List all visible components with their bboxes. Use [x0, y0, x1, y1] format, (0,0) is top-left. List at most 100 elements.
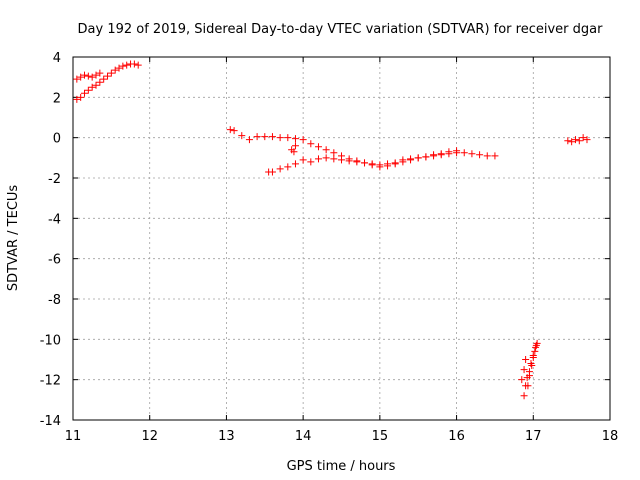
data-point: [533, 339, 541, 347]
data-point: [291, 160, 299, 168]
data-point: [77, 93, 85, 101]
x-tick-labels: 11 12 13 14 15 16 17 18: [65, 429, 619, 444]
x-tick-label: 16: [448, 429, 465, 444]
data-point: [134, 61, 142, 69]
data-point: [399, 156, 407, 164]
y-tick-labels: 4 2 0 -2 -4 -6 -8 -10 -12 -14: [40, 51, 61, 429]
x-tick-label: 18: [602, 429, 619, 444]
data-point: [299, 156, 307, 164]
data-point: [522, 382, 530, 390]
data-point: [523, 374, 531, 382]
data-point: [314, 155, 322, 163]
data-point: [111, 66, 119, 74]
x-tick-label: 12: [141, 429, 158, 444]
x-tick-label: 15: [372, 429, 389, 444]
x-tick-label: 11: [65, 429, 82, 444]
data-point: [77, 73, 85, 81]
data-point: [73, 75, 81, 83]
data-point: [422, 153, 430, 161]
data-point: [322, 146, 330, 154]
data-point: [564, 137, 572, 145]
data-point: [284, 134, 292, 142]
data-point: [532, 343, 540, 351]
data-point: [119, 62, 127, 70]
y-tick-label: -12: [40, 374, 61, 389]
y-tick-label: -4: [48, 212, 61, 227]
data-point: [583, 136, 591, 144]
data-point: [307, 158, 315, 166]
data-point: [92, 71, 100, 79]
y-axis-label: SDTVAR / TECUs: [6, 185, 21, 292]
data-point: [391, 159, 399, 167]
data-point: [407, 155, 415, 163]
y-tick-label: -2: [48, 172, 61, 187]
data-point: [483, 152, 491, 160]
y-tick-label: 2: [53, 91, 61, 106]
plot-frame: [72, 56, 611, 421]
data-point: [460, 149, 468, 157]
data-points: [73, 60, 591, 400]
data-point: [130, 60, 138, 68]
data-point: [518, 376, 526, 384]
data-point: [245, 136, 253, 144]
x-tick-label: 14: [295, 429, 312, 444]
data-point: [376, 161, 384, 169]
data-point: [527, 360, 535, 368]
data-point: [314, 143, 322, 151]
data-point: [230, 127, 238, 135]
series-arc-7: [520, 339, 541, 400]
y-tick-label: -6: [48, 253, 61, 268]
data-point: [571, 136, 579, 144]
data-point: [104, 72, 112, 80]
data-point: [84, 86, 92, 94]
x-tick-label: 17: [525, 429, 542, 444]
x-tick-label: 13: [218, 429, 235, 444]
data-point: [261, 133, 269, 141]
data-point: [437, 151, 445, 159]
data-point: [88, 73, 96, 81]
data-point: [522, 356, 530, 363]
data-point: [100, 75, 108, 83]
data-point: [238, 132, 246, 140]
data-point: [81, 89, 89, 97]
data-point: [525, 368, 533, 376]
grid: [73, 57, 610, 420]
y-tick-label: 4: [53, 51, 61, 66]
data-point: [330, 149, 338, 157]
series-arc-3: [226, 126, 499, 171]
data-point: [520, 392, 528, 400]
data-point: [322, 154, 330, 162]
data-point: [361, 159, 369, 167]
x-axis-label: GPS time / hours: [287, 459, 396, 474]
data-point: [307, 140, 315, 148]
data-point: [368, 160, 376, 168]
data-point: [123, 61, 131, 69]
series-arc-5: [288, 142, 299, 156]
data-point: [96, 78, 104, 86]
data-point: [291, 142, 299, 150]
y-tick-label: -10: [40, 333, 61, 348]
data-point: [84, 72, 92, 80]
data-point: [268, 168, 276, 176]
data-point: [268, 133, 276, 141]
data-point: [520, 366, 528, 374]
data-point: [345, 157, 353, 165]
data-point: [107, 69, 115, 77]
data-point: [88, 83, 96, 91]
series-arc-6: [518, 341, 540, 390]
y-tick-label: -8: [48, 293, 61, 308]
data-point: [299, 136, 307, 144]
data-point: [291, 135, 299, 143]
data-point: [414, 154, 422, 162]
data-point: [276, 165, 284, 173]
data-point: [92, 81, 100, 89]
data-point: [453, 149, 461, 157]
data-point: [579, 134, 587, 142]
data-point: [384, 160, 392, 168]
series-arc-4: [265, 149, 461, 176]
data-point: [290, 148, 298, 156]
y-tick-label: 0: [53, 132, 61, 147]
data-point: [575, 137, 583, 145]
data-point: [226, 126, 234, 134]
